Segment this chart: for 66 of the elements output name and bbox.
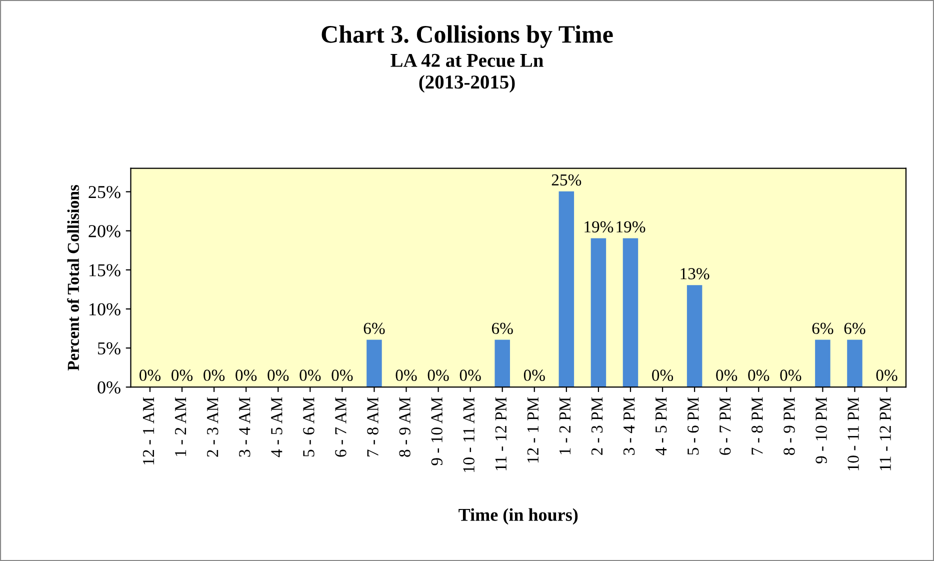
x-tick-label: 2 - 3 AM [207,397,218,457]
x-tick-label: 4 - 5 PM [656,397,667,456]
data-label: 0% [396,370,417,381]
data-label: 0% [652,370,674,381]
x-tick-label: 5 - 6 AM [303,397,314,456]
bar [366,340,382,388]
x-tick-label: 4 - 5 AM [271,397,282,458]
x-tick-label: 9 - 10 AM [431,397,442,466]
y-tick-label: 5% [98,342,120,355]
chart-title: Chart 3. Collisions by Time [322,25,613,48]
x-tick-label: 11 - 12 PM [880,397,891,470]
x-tick-label: 1 - 2 PM [559,397,570,454]
data-label: 0% [172,370,193,381]
bar [686,285,702,388]
y-tick-label: 25% [88,186,120,198]
data-label: 0% [140,370,161,381]
data-label: 0% [876,370,898,381]
y-tick-label: 0% [98,381,120,394]
data-label: 0% [236,370,257,381]
x-tick-label: 7 - 8 PM [752,397,763,455]
data-label: 0% [748,370,770,381]
x-tick-label: 2 - 3 PM [591,397,603,455]
y-axis-title: Percent of Total Collisions [67,184,79,371]
data-label: 19% [584,221,614,233]
data-label: 0% [428,370,449,381]
data-label: 0% [332,370,353,381]
data-label: 6% [492,322,513,334]
x-axis-title: Time (in hours) [458,508,578,525]
x-tick-label: 10 - 11 AM [463,397,474,472]
x-tick-label: 12 - 1 AM [142,397,154,464]
data-label: 0% [268,370,289,381]
bar [847,340,862,388]
x-tick-label: 12 - 1 PM [527,397,538,462]
x-tick-label: 9 - 10 PM [816,397,827,464]
x-tick-label: 6 - 7 PM [720,397,731,455]
y-tick-label: 20% [88,225,120,238]
bar [494,340,510,388]
data-label: 25% [552,174,582,186]
x-tick-label: 8 - 9 PM [784,397,795,455]
x-tick-label: 3 - 4 AM [239,397,250,457]
data-label: 0% [204,370,225,381]
data-label: 6% [812,322,834,334]
x-tick-label: 3 - 4 PM [623,397,635,455]
bar [558,191,574,388]
chart-subtitle: LA 42 at Pecue Ln (2013-2015) [390,54,544,93]
bar [815,340,830,388]
data-label: 13% [680,268,710,280]
data-label: 19% [616,221,646,233]
data-label: 6% [844,322,866,334]
data-label: 0% [460,370,481,381]
x-tick-label: 8 - 9 AM [399,397,410,457]
x-tick-label: 7 - 8 AM [367,397,378,456]
data-label: 6% [364,322,385,334]
x-tick-label: 11 - 12 PM [495,397,506,470]
bar [622,238,638,388]
data-label: 0% [300,370,321,381]
x-tick-label: 6 - 7 AM [335,397,346,457]
bar [590,238,606,388]
x-tick-label: 5 - 6 PM [688,397,699,455]
data-label: 0% [780,370,802,381]
data-label: 0% [716,370,738,381]
x-tick-label: 10 - 11 PM [848,397,859,470]
x-tick-label: 1 - 2 AM [174,397,186,456]
y-tick-label: 15% [90,264,120,276]
y-tick-label: 10% [90,303,120,316]
data-label: 0% [524,370,545,381]
